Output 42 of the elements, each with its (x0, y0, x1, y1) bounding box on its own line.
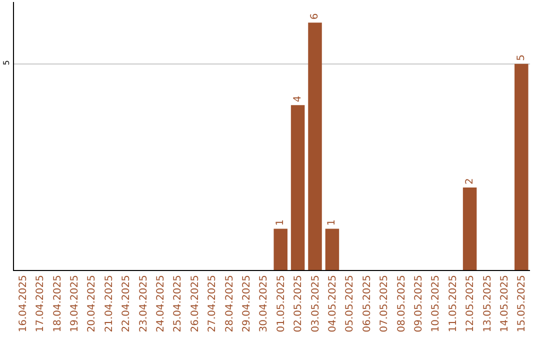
x-tick-label: 10.05.2025 (430, 275, 442, 332)
x-tick-label: 12.05.2025 (465, 275, 476, 332)
data-label: 5 (516, 54, 527, 61)
x-tick-label: 14.05.2025 (499, 275, 510, 332)
bar (274, 228, 288, 270)
x-tick-label: 19.04.2025 (69, 275, 80, 332)
data-label: 1 (275, 219, 286, 226)
x-tick-label: 13.05.2025 (482, 275, 494, 332)
x-tick-label: 24.04.2025 (155, 275, 166, 332)
x-tick-label: 17.04.2025 (35, 275, 46, 332)
x-tick-label: 30.04.2025 (258, 275, 270, 332)
bar (325, 228, 340, 270)
x-tick-label: 07.05.2025 (379, 275, 390, 332)
x-tick-label: 27.04.2025 (207, 275, 218, 332)
x-tick-label: 29.04.2025 (241, 275, 252, 332)
x-tick-label: 21.04.2025 (104, 275, 115, 332)
bar (290, 105, 305, 270)
x-tick-label: 15.05.2025 (516, 275, 528, 332)
x-tick-label: 28.04.2025 (224, 275, 236, 332)
x-tick-label: 05.05.2025 (344, 275, 356, 332)
x-tick-label: 23.04.2025 (138, 275, 150, 332)
x-tick-label: 11.05.2025 (448, 275, 459, 332)
bar (308, 22, 322, 270)
data-label: 1 (326, 219, 338, 226)
bar (462, 188, 477, 270)
x-tick-label: 16.04.2025 (18, 275, 29, 332)
x-tick-label: 01.05.2025 (276, 275, 287, 332)
x-tick-label: 25.04.2025 (172, 275, 184, 332)
x-tick-label: 20.04.2025 (86, 275, 98, 332)
x-tick-label: 06.05.2025 (362, 275, 373, 332)
x-tick-label: 22.04.2025 (121, 275, 132, 332)
x-tick-label: 18.04.2025 (52, 275, 64, 332)
x-tick-label: 09.05.2025 (413, 275, 424, 332)
x-tick-label: 08.05.2025 (396, 275, 408, 332)
x-tick-label: 02.05.2025 (293, 275, 304, 332)
x-tick-label: 04.05.2025 (327, 275, 338, 332)
data-label: 6 (310, 13, 320, 20)
data-label: 2 (464, 178, 476, 185)
x-tick-label: 03.05.2025 (310, 275, 322, 332)
data-label: 4 (292, 96, 304, 102)
bar (514, 64, 528, 270)
x-tick-label: 26.04.2025 (190, 275, 201, 332)
